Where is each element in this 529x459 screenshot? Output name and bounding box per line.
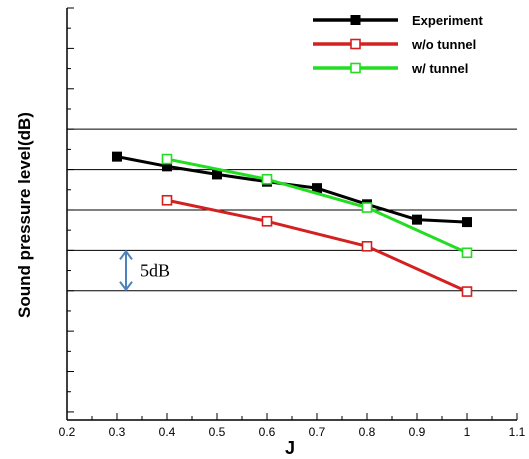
x-tick-label: 1.1 bbox=[509, 425, 526, 439]
data-point bbox=[261, 215, 273, 227]
x-tick-label: 0.8 bbox=[359, 425, 376, 439]
data-point bbox=[161, 194, 173, 206]
y-axis-title: Sound pressure level(dB) bbox=[15, 112, 34, 318]
annotation-label: 5dB bbox=[140, 261, 170, 281]
data-point bbox=[462, 217, 472, 228]
annotation-arrow-head bbox=[119, 281, 133, 292]
series-line bbox=[166, 198, 468, 293]
data-point bbox=[461, 247, 473, 259]
data-point bbox=[461, 286, 473, 297]
data-point bbox=[112, 151, 122, 162]
annotation: 5dB bbox=[119, 249, 170, 292]
legend-label: w/ tunnel bbox=[411, 61, 468, 76]
legend: Experiment w/o tunnel w/ tunnel bbox=[313, 13, 483, 76]
x-tick-label: 0.5 bbox=[209, 425, 226, 439]
x-tick-label: 0.6 bbox=[259, 425, 276, 439]
legend-label: Experiment bbox=[412, 13, 483, 28]
series-line bbox=[166, 157, 468, 255]
x-tick-label: 0.2 bbox=[59, 425, 76, 439]
x-tick-label: 0.4 bbox=[159, 425, 176, 439]
data-series bbox=[112, 151, 473, 297]
x-axis-title: J bbox=[285, 438, 295, 458]
x-tick-label: 0.3 bbox=[109, 425, 126, 439]
data-point bbox=[261, 173, 273, 185]
x-tick-label: 1 bbox=[464, 425, 471, 439]
data-point bbox=[361, 202, 373, 213]
data-point bbox=[361, 241, 373, 252]
legend-marker bbox=[350, 15, 361, 25]
gridlines bbox=[67, 128, 517, 292]
x-tick-label: 0.9 bbox=[409, 425, 426, 439]
annotation-arrow-head bbox=[119, 249, 133, 260]
data-point bbox=[412, 214, 422, 225]
data-point bbox=[161, 153, 173, 165]
legend-marker bbox=[350, 38, 361, 50]
x-tick-label: 0.7 bbox=[309, 425, 326, 439]
legend-label: w/o tunnel bbox=[411, 37, 476, 52]
axes: 0.2 0.3 0.4 0.5 0.6 0.7 0.8 0.9 1 1.1 bbox=[59, 7, 526, 439]
legend-marker bbox=[350, 62, 361, 74]
